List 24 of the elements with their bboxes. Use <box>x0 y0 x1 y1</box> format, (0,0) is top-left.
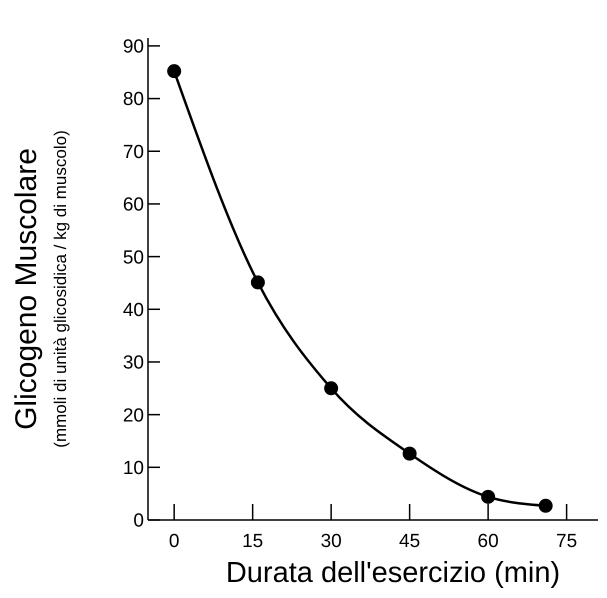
y-tick-label: 10 <box>122 458 144 479</box>
x-tick-label: 0 <box>168 531 180 552</box>
x-tick-label: 75 <box>556 531 578 552</box>
x-tick-label: 60 <box>478 531 499 552</box>
x-tick-label: 15 <box>242 531 264 552</box>
point <box>250 275 265 290</box>
x-tick-label: 30 <box>320 531 342 552</box>
y-tick-label: 40 <box>122 300 144 321</box>
x-tick-label: 45 <box>399 531 420 552</box>
y-tick-label: 90 <box>122 36 144 58</box>
y-tick-label: 60 <box>122 194 144 216</box>
y-axis-title: Glicogeno Muscolare (mmoli di unità glicosidica / kg di muscolo) <box>10 130 70 448</box>
y-tick-label: 0 <box>133 510 144 532</box>
y-tick-label: 80 <box>122 89 144 110</box>
point <box>167 64 182 78</box>
y-tick-label: 20 <box>122 405 144 426</box>
y-tick-label: 30 <box>122 352 144 374</box>
point <box>538 498 553 513</box>
y-tick-label: 50 <box>122 247 144 268</box>
point <box>324 381 338 396</box>
x-axis-title: Durata dell'esercizio (min) <box>226 557 560 589</box>
point <box>402 446 417 461</box>
y-tick-label: 70 <box>122 142 144 163</box>
point <box>481 490 496 504</box>
